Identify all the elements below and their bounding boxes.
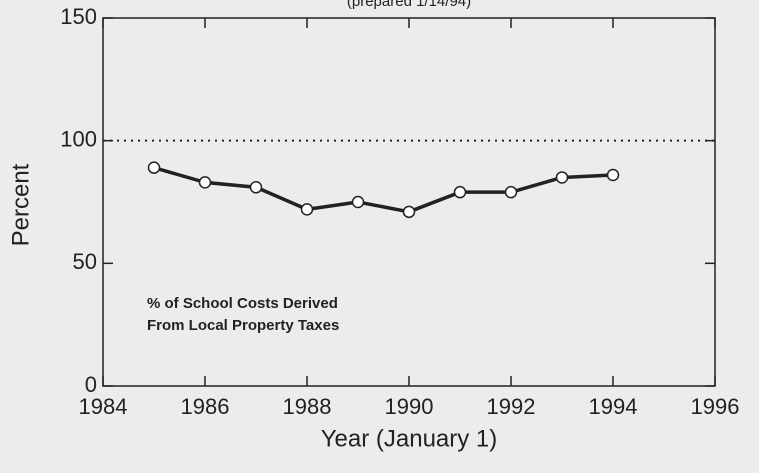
- x-tick-label: 1990: [385, 394, 434, 419]
- annotation: From Local Property Taxes: [147, 317, 339, 334]
- y-tick-label: 150: [60, 4, 97, 29]
- data-point: [453, 185, 467, 199]
- annotation: % of School Costs Derived: [147, 295, 338, 312]
- data-point: [198, 176, 212, 189]
- data-point: [606, 168, 620, 182]
- chart-subtitle: (prepared 1/14/94): [347, 0, 471, 10]
- x-tick-label: 1996: [691, 394, 740, 419]
- data-point: [300, 203, 314, 216]
- y-axis-label: Percent: [7, 163, 34, 246]
- data-point: [147, 161, 161, 174]
- x-tick-label: 1992: [487, 394, 536, 419]
- data-point: [555, 171, 569, 184]
- data-point: [351, 195, 365, 209]
- x-tick-label: 1994: [589, 394, 638, 419]
- x-axis-label: Year (January 1): [321, 425, 498, 452]
- data-point: [402, 205, 416, 219]
- data-point: [249, 181, 263, 194]
- y-tick-label: 0: [85, 372, 97, 397]
- x-tick-label: 1984: [79, 394, 128, 419]
- data-point: [504, 185, 518, 199]
- y-tick-label: 50: [73, 249, 97, 274]
- x-tick-label: 1986: [181, 394, 230, 419]
- y-tick-label: 100: [60, 126, 97, 151]
- x-tick-label: 1988: [283, 394, 332, 419]
- data-line: [153, 165, 614, 214]
